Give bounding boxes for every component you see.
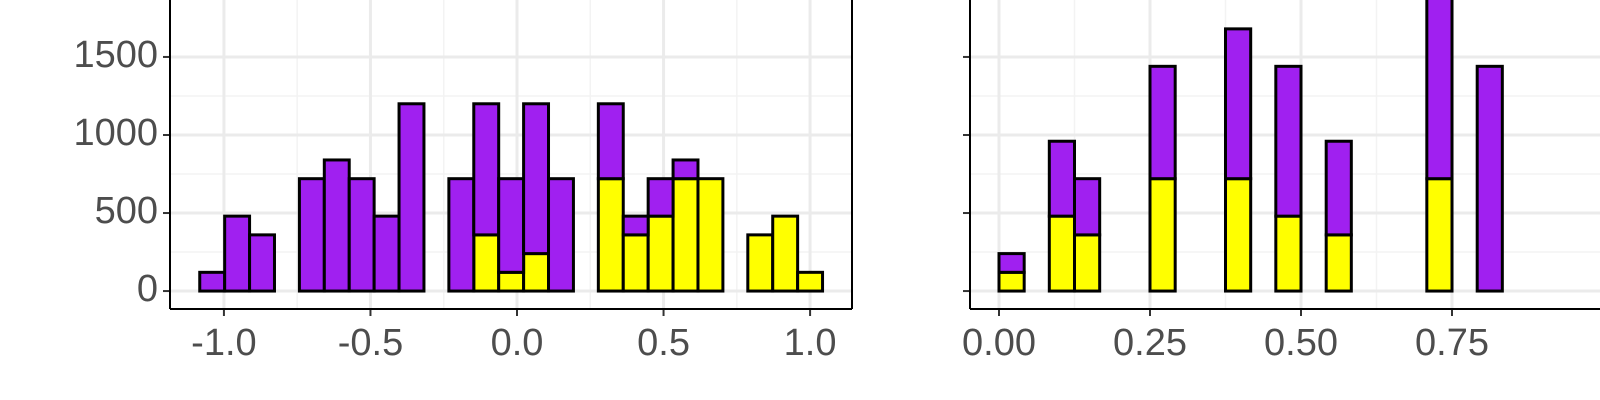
bar bbox=[997, 252, 1026, 274]
panel bbox=[970, 0, 1600, 309]
y-tick-label: 500 bbox=[95, 190, 158, 232]
bar bbox=[1425, 177, 1454, 293]
bar bbox=[746, 233, 775, 293]
bar bbox=[1224, 27, 1253, 181]
bar bbox=[1072, 233, 1102, 293]
bar bbox=[596, 177, 625, 293]
bar bbox=[397, 102, 426, 293]
x-tick-label: -1.0 bbox=[191, 322, 256, 364]
bar bbox=[1324, 233, 1353, 293]
x-tick-label: 1.0 bbox=[784, 322, 837, 364]
bar bbox=[1148, 64, 1177, 181]
bar bbox=[497, 177, 526, 274]
bar bbox=[646, 214, 675, 293]
x-tick-label: 0.5 bbox=[637, 322, 690, 364]
bar bbox=[771, 214, 800, 293]
x-tick-label: -0.5 bbox=[338, 322, 403, 364]
bar bbox=[248, 233, 276, 293]
bar bbox=[671, 177, 700, 293]
bar bbox=[447, 177, 476, 293]
bar bbox=[1224, 177, 1253, 293]
bar bbox=[547, 177, 575, 293]
bar bbox=[1425, 0, 1454, 181]
bar bbox=[1148, 177, 1177, 293]
bar bbox=[198, 270, 227, 293]
y-tick-label: 0 bbox=[137, 268, 158, 310]
bar bbox=[1475, 64, 1504, 293]
bar bbox=[696, 177, 725, 293]
bar bbox=[472, 233, 501, 293]
bar bbox=[497, 270, 526, 293]
bar bbox=[522, 252, 551, 293]
bar bbox=[621, 233, 650, 293]
bar bbox=[347, 177, 376, 293]
bar bbox=[372, 214, 401, 293]
x-tick-label: 0.50 bbox=[1264, 322, 1338, 364]
bar bbox=[1274, 214, 1303, 293]
bar bbox=[522, 102, 551, 256]
x-tick-label: 0.75 bbox=[1415, 322, 1489, 364]
bar bbox=[1047, 139, 1076, 218]
bar bbox=[1072, 177, 1102, 237]
bar bbox=[997, 270, 1026, 293]
bar bbox=[596, 102, 625, 181]
x-tick-label: 0.00 bbox=[962, 322, 1036, 364]
bar bbox=[223, 214, 252, 293]
bar bbox=[1047, 214, 1076, 293]
bar bbox=[322, 158, 351, 293]
bar bbox=[646, 177, 675, 218]
bar bbox=[1324, 139, 1353, 237]
bar bbox=[796, 270, 825, 293]
panel bbox=[170, 0, 852, 309]
x-tick-label: 0.25 bbox=[1113, 322, 1187, 364]
bar bbox=[297, 177, 326, 293]
bar bbox=[472, 102, 501, 237]
x-tick-label: 0.0 bbox=[491, 322, 544, 364]
y-tick-label: 1000 bbox=[73, 112, 158, 154]
bar bbox=[671, 158, 700, 181]
bar bbox=[621, 214, 650, 237]
y-tick-label: 1500 bbox=[73, 34, 158, 76]
bar bbox=[1274, 64, 1303, 218]
